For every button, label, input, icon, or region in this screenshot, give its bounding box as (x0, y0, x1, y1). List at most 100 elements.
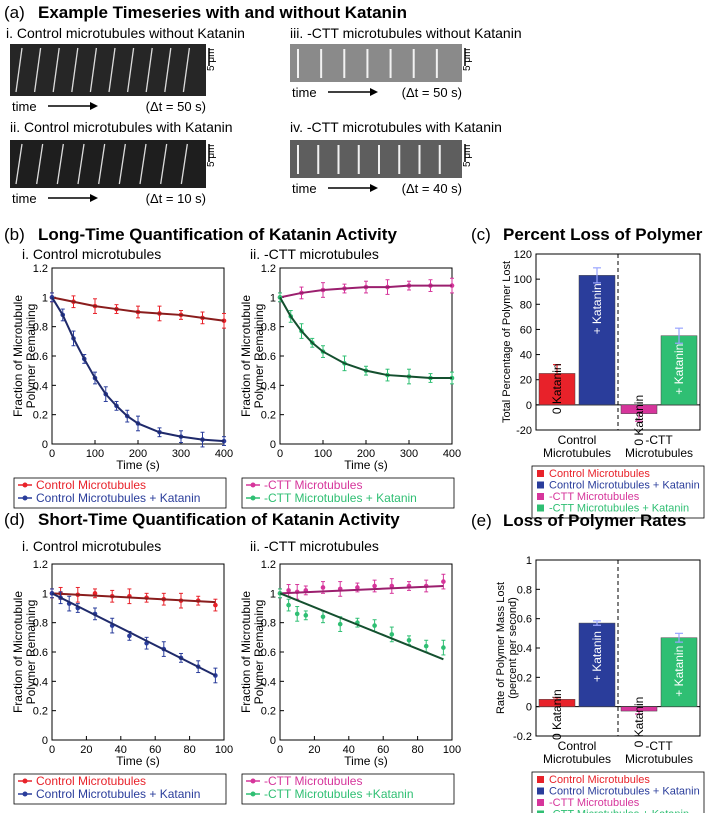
data-point (221, 438, 227, 444)
fit-line (51, 592, 216, 604)
y-tick-label: 1.2 (261, 263, 276, 275)
scale-bar-label: 5 μm (462, 145, 473, 167)
legend-box (13, 773, 227, 805)
time-label: time (292, 181, 317, 196)
panel-b-sub-ii: ii. -CTT microtubules (250, 246, 379, 262)
y-axis-label-line2: Polymer Remaining (252, 600, 266, 705)
x-tick-label: 80 (411, 744, 423, 756)
kymo-filament (160, 143, 168, 185)
panel-c-label: (c) (471, 225, 491, 244)
y-axis-label-line2: Polymer Remaining (252, 304, 266, 409)
kymo-filament (164, 47, 172, 93)
group-label-line1: -CTT (645, 739, 673, 753)
y-axis-label-line1: Fraction of Microtubule (239, 591, 253, 713)
data-point (372, 583, 377, 589)
y-tick-label: 60 (520, 324, 532, 336)
data-point (337, 621, 343, 627)
x-tick-label: 200 (129, 448, 147, 460)
x-tick-label: 100 (86, 448, 104, 460)
legend-label: Control Microtubules + Katanin (549, 786, 700, 798)
y-tick-label: 0.8 (261, 322, 276, 334)
x-tick-label: 200 (357, 448, 375, 460)
legend-box (241, 773, 455, 805)
bar (578, 275, 616, 406)
panel-b-label: (b) (4, 225, 25, 244)
x-tick-label: 40 (115, 744, 127, 756)
data-point (127, 633, 132, 639)
legend-label: -CTT Microtubules + Katanin (549, 503, 689, 515)
kymo-filament (52, 47, 60, 93)
y-tick-label: -20 (516, 425, 532, 437)
time-label: time (12, 191, 37, 206)
legend-swatch (537, 799, 544, 806)
legend-box (531, 771, 705, 813)
y-tick-label: 0.2 (517, 672, 532, 684)
panel-e-title: Loss of Polymer Rates (503, 511, 686, 530)
data-point (286, 588, 291, 593)
legend-label: -CTT Microtubules (549, 491, 640, 503)
time-label: time (292, 85, 317, 100)
y-axis-label: Total Percentage of Polymer Lost (501, 261, 513, 423)
panel-d-label: (d) (4, 510, 25, 529)
kymo-filament (15, 143, 23, 185)
group-label-line2: Microtubules (543, 446, 611, 460)
legend-label: Control Microtubules (549, 774, 650, 786)
bar (660, 335, 698, 406)
kymo-filament (71, 47, 79, 93)
y-tick-label: 0.4 (261, 676, 276, 688)
y-tick-label: 1.2 (33, 263, 48, 275)
fit-line (279, 296, 452, 379)
data-point (389, 632, 395, 637)
y-axis-label-line2: Polymer Remaining (24, 304, 38, 409)
fit-line (279, 592, 444, 661)
plot-frame (279, 267, 453, 445)
y-tick-label: 1.2 (33, 559, 48, 571)
y-tick-label: 0.6 (261, 351, 276, 363)
x-tick-label: 100 (215, 744, 233, 756)
legend-label: -CTT Microtubules (264, 774, 362, 788)
x-tick-label: 400 (443, 448, 461, 460)
y-tick-label: 0.4 (33, 380, 48, 392)
y-tick-label: 0.4 (517, 643, 532, 655)
data-point (441, 579, 446, 584)
data-point (372, 623, 377, 628)
panel-a: (a) Example Timeseries with and without … (4, 3, 522, 206)
data-point (423, 643, 429, 649)
chart-b-i: 0 0.2 0.4 0.6 0.8 1 1.2 0 100 200 300 400 Time (s) Fr… (11, 263, 233, 509)
legend-marker (22, 495, 28, 501)
legend-swatch (537, 470, 544, 477)
legend-label: -CTT Microtubules (549, 797, 640, 809)
bar (578, 622, 616, 707)
legend-swatch (537, 493, 544, 500)
y-tick-label: 0.6 (33, 647, 48, 659)
kymo-filament (33, 47, 42, 93)
y-tick-label: 20 (520, 375, 532, 387)
x-axis-label: Time (s) (116, 458, 160, 472)
bar-label: 0 Katanin (632, 697, 646, 748)
x-tick-label: 300 (172, 448, 190, 460)
panel-a-title: Example Timeseries with and without Kata… (38, 3, 407, 22)
kymo-caption: i. Control microtubules without Katanin (6, 25, 245, 41)
y-tick-label: 0.4 (261, 380, 276, 392)
y-tick-label: 0.6 (517, 614, 532, 626)
panel-e-label: (e) (471, 511, 492, 530)
x-tick-label: 20 (308, 744, 320, 756)
x-tick-label: 20 (80, 744, 92, 756)
panel-b-sub-i: i. Control microtubules (22, 246, 161, 262)
legend-marker (250, 791, 256, 797)
kymo-filament (108, 47, 116, 93)
panel-b-title: Long-Time Quantification of Katanin Acti… (38, 225, 397, 244)
y-tick-label: 0.2 (33, 706, 48, 718)
legend-swatch (537, 787, 544, 795)
kymo-filament (180, 143, 188, 185)
legend-label: Control Microtubules + Katanin (36, 787, 200, 801)
bar-label: + Katanin (672, 344, 686, 395)
group-label-line2: Microtubules (625, 752, 693, 766)
data-point (320, 614, 326, 620)
delta-t-label: (Δt = 50 s) (146, 99, 206, 114)
legend-label: -CTT Microtubules +Katanin (264, 787, 414, 801)
kymo-caption: ii. Control microtubules with Katanin (10, 119, 233, 135)
x-tick-label: 400 (215, 448, 233, 460)
x-axis-label: Time (s) (344, 754, 388, 768)
